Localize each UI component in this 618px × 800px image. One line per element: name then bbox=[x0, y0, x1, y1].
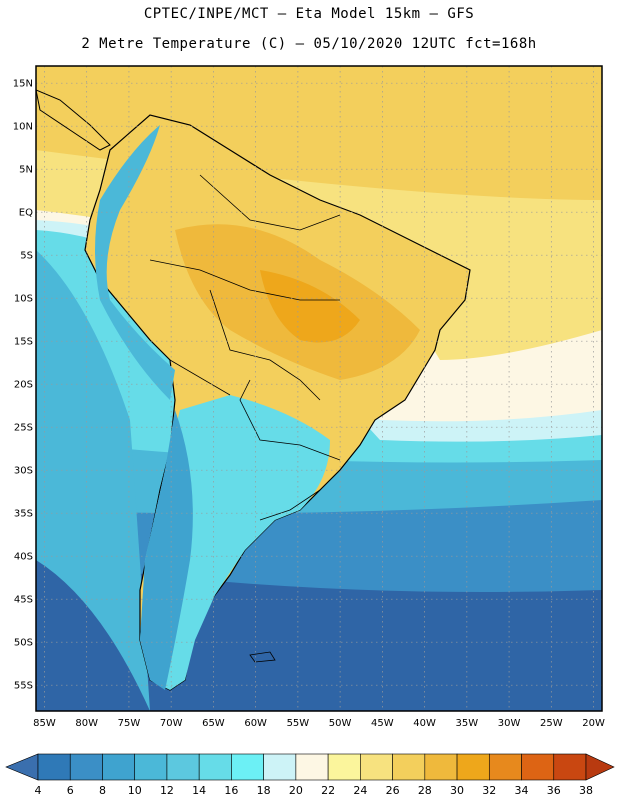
lat-label: 45S bbox=[14, 595, 33, 606]
central-america-land bbox=[36, 89, 111, 151]
lon-label: 45W bbox=[371, 718, 394, 729]
longitude-labels: 85W 80W 75W 70W 65W 60W 55W 50W 45W 40W 35W 30W 25W 2… bbox=[33, 718, 605, 729]
lon-label: 30W bbox=[498, 718, 521, 729]
colorbar-tick-label: 24 bbox=[353, 784, 367, 797]
colorbar-box bbox=[521, 753, 555, 781]
colorbar-labels: 4 6 8 10 12 14 16 18 20 22 24 26 28 30 32 34 36 38 bbox=[35, 784, 594, 797]
pacific-far-south bbox=[36, 560, 150, 711]
colorbar-tick-label: 8 bbox=[99, 784, 106, 797]
lat-label: 25S bbox=[14, 423, 33, 434]
colorbar-box bbox=[263, 753, 297, 781]
lon-label: 85W bbox=[33, 718, 56, 729]
colorbar-box bbox=[327, 753, 361, 781]
hot-core bbox=[260, 270, 360, 343]
colorbar-tick-label: 26 bbox=[386, 784, 400, 797]
lon-label: 80W bbox=[75, 718, 98, 729]
lon-label: 25W bbox=[540, 718, 563, 729]
falkland-islands bbox=[249, 651, 276, 663]
lat-label: 10S bbox=[14, 294, 33, 305]
lat-label: 10N bbox=[13, 122, 33, 133]
andes-north-cold bbox=[95, 125, 175, 400]
colorbar-tick-label: 30 bbox=[450, 784, 464, 797]
colorbar-box bbox=[134, 753, 168, 781]
map-frame bbox=[35, 65, 603, 712]
lat-label: 40S bbox=[14, 552, 33, 563]
colorbar-box bbox=[166, 753, 200, 781]
lon-label: 35W bbox=[456, 718, 479, 729]
colorbar-box bbox=[295, 753, 329, 781]
andes-cold bbox=[140, 410, 193, 690]
title-line-2: 2 Metre Temperature (C) – 05/10/2020 12U… bbox=[81, 36, 537, 52]
title-line-1: CPTEC/INPE/MCT – Eta Model 15km – GFS bbox=[143, 6, 475, 22]
colorbar-tick-label: 34 bbox=[515, 784, 529, 797]
colorbar-box bbox=[198, 753, 232, 781]
lat-label: 15N bbox=[13, 79, 33, 90]
lat-label: 5N bbox=[19, 165, 33, 176]
colorbar-tick-label: 22 bbox=[321, 784, 335, 797]
lat-label: 5S bbox=[20, 251, 33, 262]
colorbar-tick-label: 32 bbox=[482, 784, 496, 797]
temperature-field bbox=[36, 66, 602, 711]
colorbar-box bbox=[69, 753, 103, 781]
colorbar-box bbox=[424, 753, 458, 781]
lat-label: 35S bbox=[14, 509, 33, 520]
colorbar-box bbox=[456, 753, 490, 781]
lat-label: 55S bbox=[14, 681, 33, 692]
lon-label: 65W bbox=[202, 718, 225, 729]
lon-label: 40W bbox=[413, 718, 436, 729]
lat-label: EQ bbox=[19, 208, 33, 219]
lon-label: 70W bbox=[160, 718, 183, 729]
lon-label: 75W bbox=[118, 718, 141, 729]
colorbar-tick-label: 18 bbox=[257, 784, 271, 797]
colorbar-box bbox=[392, 753, 426, 781]
colorbar-tick-label: 10 bbox=[128, 784, 142, 797]
colorbar-tick-label: 14 bbox=[192, 784, 206, 797]
lon-label: 20W bbox=[582, 718, 605, 729]
lon-label: 50W bbox=[329, 718, 352, 729]
colorbar-tick-label: 20 bbox=[289, 784, 303, 797]
lon-label: 55W bbox=[287, 718, 310, 729]
colorbar-tick-label: 38 bbox=[579, 784, 593, 797]
lat-label: 15S bbox=[14, 337, 33, 348]
colorbar-tick-label: 28 bbox=[418, 784, 432, 797]
country-borders bbox=[149, 174, 341, 521]
colorbar-box bbox=[488, 753, 522, 781]
colorbar-tick-label: 36 bbox=[547, 784, 561, 797]
colorbar bbox=[5, 753, 615, 781]
colorbar-tick-label: 12 bbox=[160, 784, 174, 797]
lat-label: 30S bbox=[14, 466, 33, 477]
lon-label: 60W bbox=[244, 718, 267, 729]
colorbar-box bbox=[102, 753, 136, 781]
colorbar-tick-label: 16 bbox=[224, 784, 238, 797]
lat-label: 20S bbox=[14, 380, 33, 391]
colorbar-box bbox=[37, 753, 71, 781]
colorbar-tick-label: 6 bbox=[67, 784, 74, 797]
colorbar-box bbox=[360, 753, 393, 781]
lat-label: 50S bbox=[14, 638, 33, 649]
colorbar-box bbox=[231, 753, 264, 781]
colorbar-box bbox=[553, 753, 587, 781]
colorbar-low-arrow bbox=[5, 753, 39, 781]
latitude-labels: 15N 10N 5N EQ 5S 10S 15S 20S 25S 30S 35S 40S 45S 50S 5… bbox=[13, 79, 33, 692]
colorbar-high-arrow bbox=[585, 753, 615, 781]
colorbar-tick-label: 4 bbox=[35, 784, 42, 797]
